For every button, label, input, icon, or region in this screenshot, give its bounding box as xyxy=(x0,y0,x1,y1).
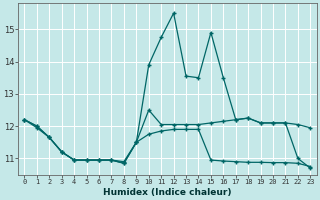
X-axis label: Humidex (Indice chaleur): Humidex (Indice chaleur) xyxy=(103,188,232,197)
